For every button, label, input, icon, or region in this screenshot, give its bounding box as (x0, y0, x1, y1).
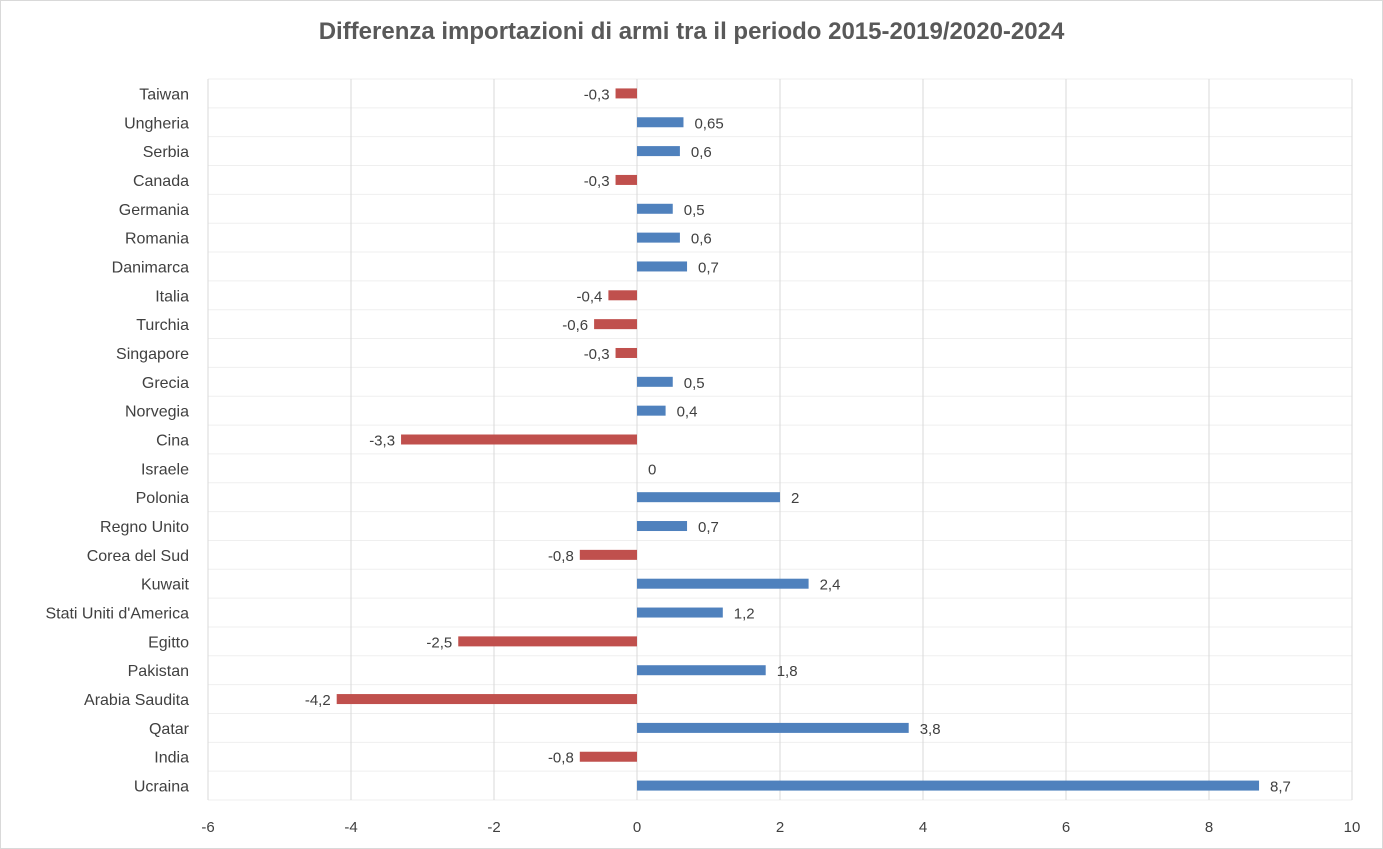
category-label: Serbia (143, 144, 189, 161)
category-label: Norvegia (125, 404, 189, 421)
category-label: Ucraina (134, 779, 189, 796)
bar (637, 405, 666, 416)
bar (594, 319, 637, 330)
data-label: 0,5 (684, 375, 705, 392)
x-tick-label: 0 (633, 819, 641, 836)
bar (637, 146, 680, 157)
data-label: 0,6 (691, 144, 712, 161)
category-label: Regno Unito (100, 519, 189, 536)
bar (579, 549, 637, 560)
data-label: -0,8 (548, 548, 574, 565)
bar (637, 261, 688, 272)
category-label: Ungheria (124, 115, 189, 132)
x-tick-label: -6 (201, 819, 214, 836)
data-label: 0,7 (698, 259, 719, 276)
data-label: -0,3 (584, 346, 610, 363)
bar (458, 636, 637, 647)
data-label: 0,4 (677, 404, 698, 421)
category-label: Taiwan (139, 86, 189, 103)
data-label: 0 (648, 461, 656, 478)
category-label: Romania (125, 231, 189, 248)
category-label: Kuwait (141, 577, 190, 594)
bar (637, 722, 909, 733)
bar (637, 232, 680, 243)
bar (637, 492, 780, 503)
bar (615, 88, 637, 99)
category-label: Germania (119, 202, 189, 219)
category-label: Grecia (142, 375, 189, 392)
data-label: -0,4 (577, 288, 603, 305)
data-label: -4,2 (305, 692, 331, 709)
bar (637, 578, 809, 589)
chart-title: Differenza importazioni di armi tra il p… (318, 18, 1065, 45)
x-tick-label: 6 (1062, 819, 1070, 836)
data-label: 1,2 (734, 606, 755, 623)
bar (579, 751, 637, 762)
bar (637, 521, 688, 532)
data-label: -0,3 (584, 86, 610, 103)
category-label: Canada (133, 173, 189, 190)
data-label: -0,6 (562, 317, 588, 334)
bar (637, 780, 1260, 791)
x-tick-label: 4 (919, 819, 927, 836)
data-label: 8,7 (1270, 779, 1291, 796)
bar (637, 203, 673, 214)
data-label: -0,3 (584, 173, 610, 190)
category-label: Danimarca (112, 259, 189, 276)
data-label: 3,8 (920, 721, 941, 738)
data-label: 2,4 (820, 577, 841, 594)
bar (401, 434, 637, 445)
category-label: Stati Uniti d'America (45, 606, 189, 623)
data-label: 0,7 (698, 519, 719, 536)
category-label: Arabia Saudita (84, 692, 189, 709)
bar (637, 376, 673, 387)
bar (637, 117, 684, 128)
bar (615, 347, 637, 358)
category-label: Cina (156, 433, 189, 450)
x-tick-label: 10 (1344, 819, 1361, 836)
x-tick-label: -4 (344, 819, 357, 836)
bar (615, 174, 637, 185)
data-label: 2 (791, 490, 799, 507)
category-label: India (154, 750, 189, 767)
category-label: Israele (141, 461, 189, 478)
data-label: 0,5 (684, 202, 705, 219)
data-label: -3,3 (369, 433, 395, 450)
data-label: 1,8 (777, 663, 798, 680)
category-label: Pakistan (128, 663, 189, 680)
bar (637, 607, 723, 618)
category-label: Turchia (136, 317, 189, 334)
category-label: Italia (155, 288, 189, 305)
data-label: 0,65 (694, 115, 723, 132)
x-tick-label: -2 (487, 819, 500, 836)
bar (336, 694, 637, 705)
bar (637, 665, 766, 676)
bar (608, 290, 637, 301)
category-label: Singapore (116, 346, 189, 363)
category-label: Polonia (136, 490, 189, 507)
x-tick-label: 8 (1205, 819, 1213, 836)
category-label: Qatar (149, 721, 190, 738)
data-label: -2,5 (426, 634, 452, 651)
x-tick-label: 2 (776, 819, 784, 836)
data-label: -0,8 (548, 750, 574, 767)
data-label: 0,6 (691, 231, 712, 248)
category-label: Corea del Sud (87, 548, 189, 565)
category-label: Egitto (148, 634, 189, 651)
